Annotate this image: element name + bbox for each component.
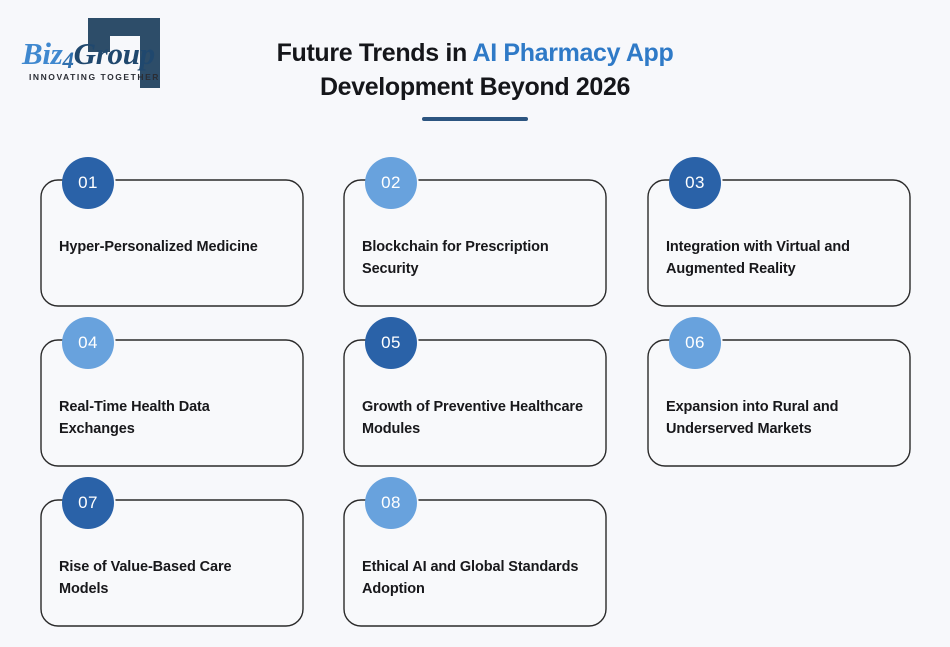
trend-card-08[interactable]: Ethical AI and Global Standards Adoption… (343, 477, 607, 627)
card-outline (40, 499, 304, 627)
card-label: Hyper-Personalized Medicine (59, 239, 258, 255)
card-outline (647, 339, 911, 467)
card-number-badge: 01 (62, 157, 114, 209)
card-number-badge: 04 (62, 317, 114, 369)
trend-card-01[interactable]: Hyper-Personalized Medicine 01 (40, 157, 304, 307)
card-label: Expansion into Rural and Underserved Mar… (666, 399, 839, 437)
trend-card-06[interactable]: Expansion into Rural and Underserved Mar… (647, 317, 911, 467)
card-outline (40, 179, 304, 307)
card-outline (343, 499, 607, 627)
logo-wordmark: Biz4Group (22, 36, 162, 73)
page-header: Biz4Group INNOVATING TOGETHER Future Tre… (0, 0, 950, 132)
logo-bracket-icon (88, 18, 160, 88)
logo-word-biz: Biz (22, 36, 63, 71)
card-outline (343, 339, 607, 467)
trend-card-03[interactable]: Integration with Virtual and Augmented R… (647, 157, 911, 307)
card-label: Growth of Preventive Healthcare Modules (362, 399, 583, 437)
trend-card-05[interactable]: Growth of Preventive Healthcare Modules … (343, 317, 607, 467)
logo-tagline: INNOVATING TOGETHER (29, 72, 160, 82)
title-underline-rule (422, 117, 528, 121)
page-title-accent: AI Pharmacy App (472, 39, 674, 67)
card-outline (647, 179, 911, 307)
logo-word-four: 4 (62, 48, 74, 73)
card-label: Real-Time Health Data Exchanges (59, 399, 210, 437)
card-number-badge: 06 (669, 317, 721, 369)
card-number-badge: 07 (62, 477, 114, 529)
card-number-badge: 02 (365, 157, 417, 209)
page-title-line-2: Development Beyond 2026 (319, 73, 631, 101)
card-outline (40, 339, 304, 467)
card-label: Blockchain for Prescription Security (362, 239, 549, 277)
card-number-badge: 08 (365, 477, 417, 529)
logo-word-group: Group (73, 36, 156, 71)
card-label: Rise of Value-Based Care Models (59, 559, 232, 597)
card-label: Integration with Virtual and Augmented R… (666, 239, 850, 277)
page-title-line-1: Future Trends in AI Pharmacy App (215, 36, 735, 70)
page-title-prefix: Future Trends in (276, 39, 473, 67)
card-number-badge: 05 (365, 317, 417, 369)
card-outline (343, 179, 607, 307)
trends-card-grid: Hyper-Personalized Medicine 01 Blockchai… (40, 157, 911, 627)
trend-card-07[interactable]: Rise of Value-Based Care Models 07 (40, 477, 304, 627)
trend-card-02[interactable]: Blockchain for Prescription Security 02 (343, 157, 607, 307)
page-title: Future Trends in AI Pharmacy App Develop… (215, 36, 735, 121)
card-number-badge: 03 (669, 157, 721, 209)
trend-card-04[interactable]: Real-Time Health Data Exchanges 04 (40, 317, 304, 467)
card-label: Ethical AI and Global Standards Adoption (362, 559, 579, 597)
brand-logo: Biz4Group INNOVATING TOGETHER (18, 16, 178, 92)
